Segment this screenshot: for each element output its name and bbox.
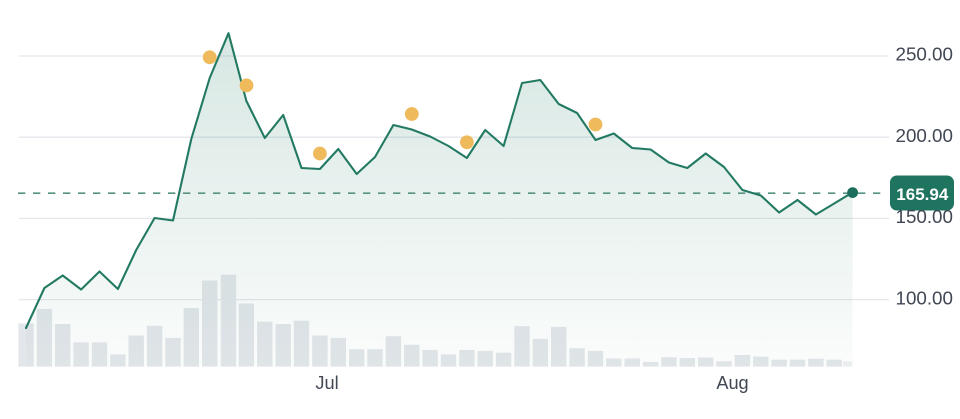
svg-text:150.00: 150.00: [896, 206, 953, 227]
svg-text:Aug: Aug: [716, 373, 748, 393]
svg-text:250.00: 250.00: [896, 44, 953, 65]
svg-text:165.94: 165.94: [896, 185, 949, 204]
svg-text:Jul: Jul: [315, 373, 338, 393]
svg-text:100.00: 100.00: [896, 287, 953, 308]
svg-text:200.00: 200.00: [896, 125, 953, 146]
